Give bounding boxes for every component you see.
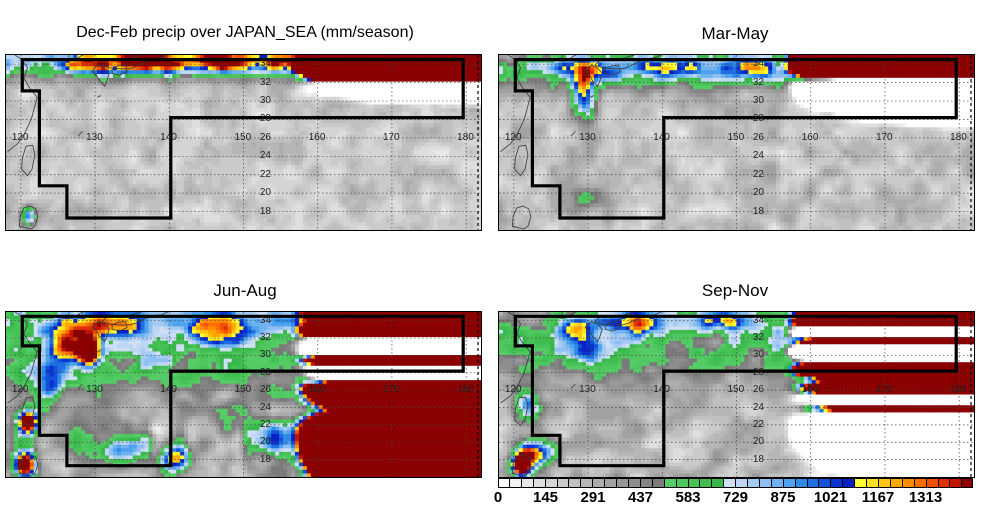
panel-title-jja: Jun-Aug [0, 281, 490, 301]
panel-son: Sep-Nov [490, 281, 980, 491]
region-polygon [513, 57, 958, 220]
colorbar-tick-label: 729 [723, 489, 748, 506]
colorbar-swatch [771, 478, 784, 488]
colorbar [498, 478, 974, 488]
colorbar-swatch [557, 478, 570, 488]
colorbar-swatch [736, 478, 749, 488]
colorbar-tick-label: 583 [675, 489, 700, 506]
colorbar-swatch [509, 478, 522, 488]
colorbar-swatch [914, 478, 927, 488]
colorbar-tick-label: 437 [628, 489, 653, 506]
map-mam: 34 32 30 28 26 24 22 20 18 120 130 140 150 160 170 180 [498, 54, 975, 231]
colorbar-swatch [533, 478, 546, 488]
colorbar-swatch [724, 478, 737, 488]
colorbar-swatch [652, 478, 665, 488]
colorbar-swatch [664, 478, 677, 488]
panel-jja: Jun-Aug [0, 281, 490, 491]
precip-field [6, 55, 481, 230]
colorbar-swatch [831, 478, 844, 488]
region-polygon [20, 57, 465, 220]
map-djf: 34 32 30 28 26 24 22 20 18 120 130 140 150 160 170 180 [5, 54, 482, 231]
colorbar-swatch [950, 478, 963, 488]
colorbar-swatch [712, 478, 725, 488]
region-polygon [513, 314, 958, 468]
colorbar-swatch [819, 478, 832, 488]
colorbar-swatch [605, 478, 618, 488]
colorbar-swatch [843, 478, 856, 488]
precip-field [6, 312, 481, 477]
colorbar-tick-label: 0 [494, 489, 502, 506]
colorbar-swatch [700, 478, 713, 488]
colorbar-swatch [640, 478, 653, 488]
colorbar-swatch [902, 478, 915, 488]
colorbar-swatch [688, 478, 701, 488]
colorbar-tick-label: 875 [770, 489, 795, 506]
colorbar-swatch [759, 478, 772, 488]
colorbar-swatch [676, 478, 689, 488]
panel-title-son: Sep-Nov [490, 281, 980, 301]
colorbar-swatch [926, 478, 939, 488]
map-jja: 34 32 30 28 26 24 22 20 18 120 130 140 150 160 170 180 [5, 311, 482, 478]
colorbar-swatch [890, 478, 903, 488]
panel-title-djf: Dec-Feb precip over JAPAN_SEA (mm/season… [0, 24, 490, 42]
colorbar-tick-label: 1167 [862, 489, 895, 506]
colorbar-swatch [628, 478, 641, 488]
colorbar-swatch [521, 478, 534, 488]
colorbar-swatch [962, 478, 974, 488]
colorbar-swatch [748, 478, 760, 488]
colorbar-swatch [498, 478, 510, 488]
colorbar-swatch [807, 478, 820, 488]
colorbar-tick-label: 291 [580, 489, 605, 506]
colorbar-swatch [783, 478, 796, 488]
colorbar-swatch [569, 478, 582, 488]
colorbar-swatch [617, 478, 629, 488]
colorbar-swatch [938, 478, 951, 488]
colorbar-swatch [795, 478, 808, 488]
colorbar-swatch [545, 478, 558, 488]
colorbar-swatch [593, 478, 606, 488]
colorbar-labels: 0 145 291 437 583 729 875 1021 1167 1313 [494, 489, 973, 509]
colorbar-tick-label: 1021 [814, 489, 847, 506]
panel-title-mam: Mar-May [490, 24, 980, 44]
colorbar-swatch [879, 478, 891, 488]
colorbar-swatch [855, 478, 868, 488]
panel-djf: Dec-Feb precip over JAPAN_SEA (mm/season… [0, 24, 490, 234]
panel-mam: Mar-May [490, 24, 980, 234]
map-son: 34 32 30 28 26 24 22 20 18 120 130 140 150 160 170 180 [498, 311, 975, 478]
region-polygon [20, 314, 465, 468]
colorbar-swatch [581, 478, 594, 488]
colorbar-swatch [867, 478, 879, 488]
colorbar-tick-label: 1313 [909, 489, 942, 506]
colorbar-tick-label: 145 [533, 489, 558, 506]
precip-field [499, 312, 974, 477]
